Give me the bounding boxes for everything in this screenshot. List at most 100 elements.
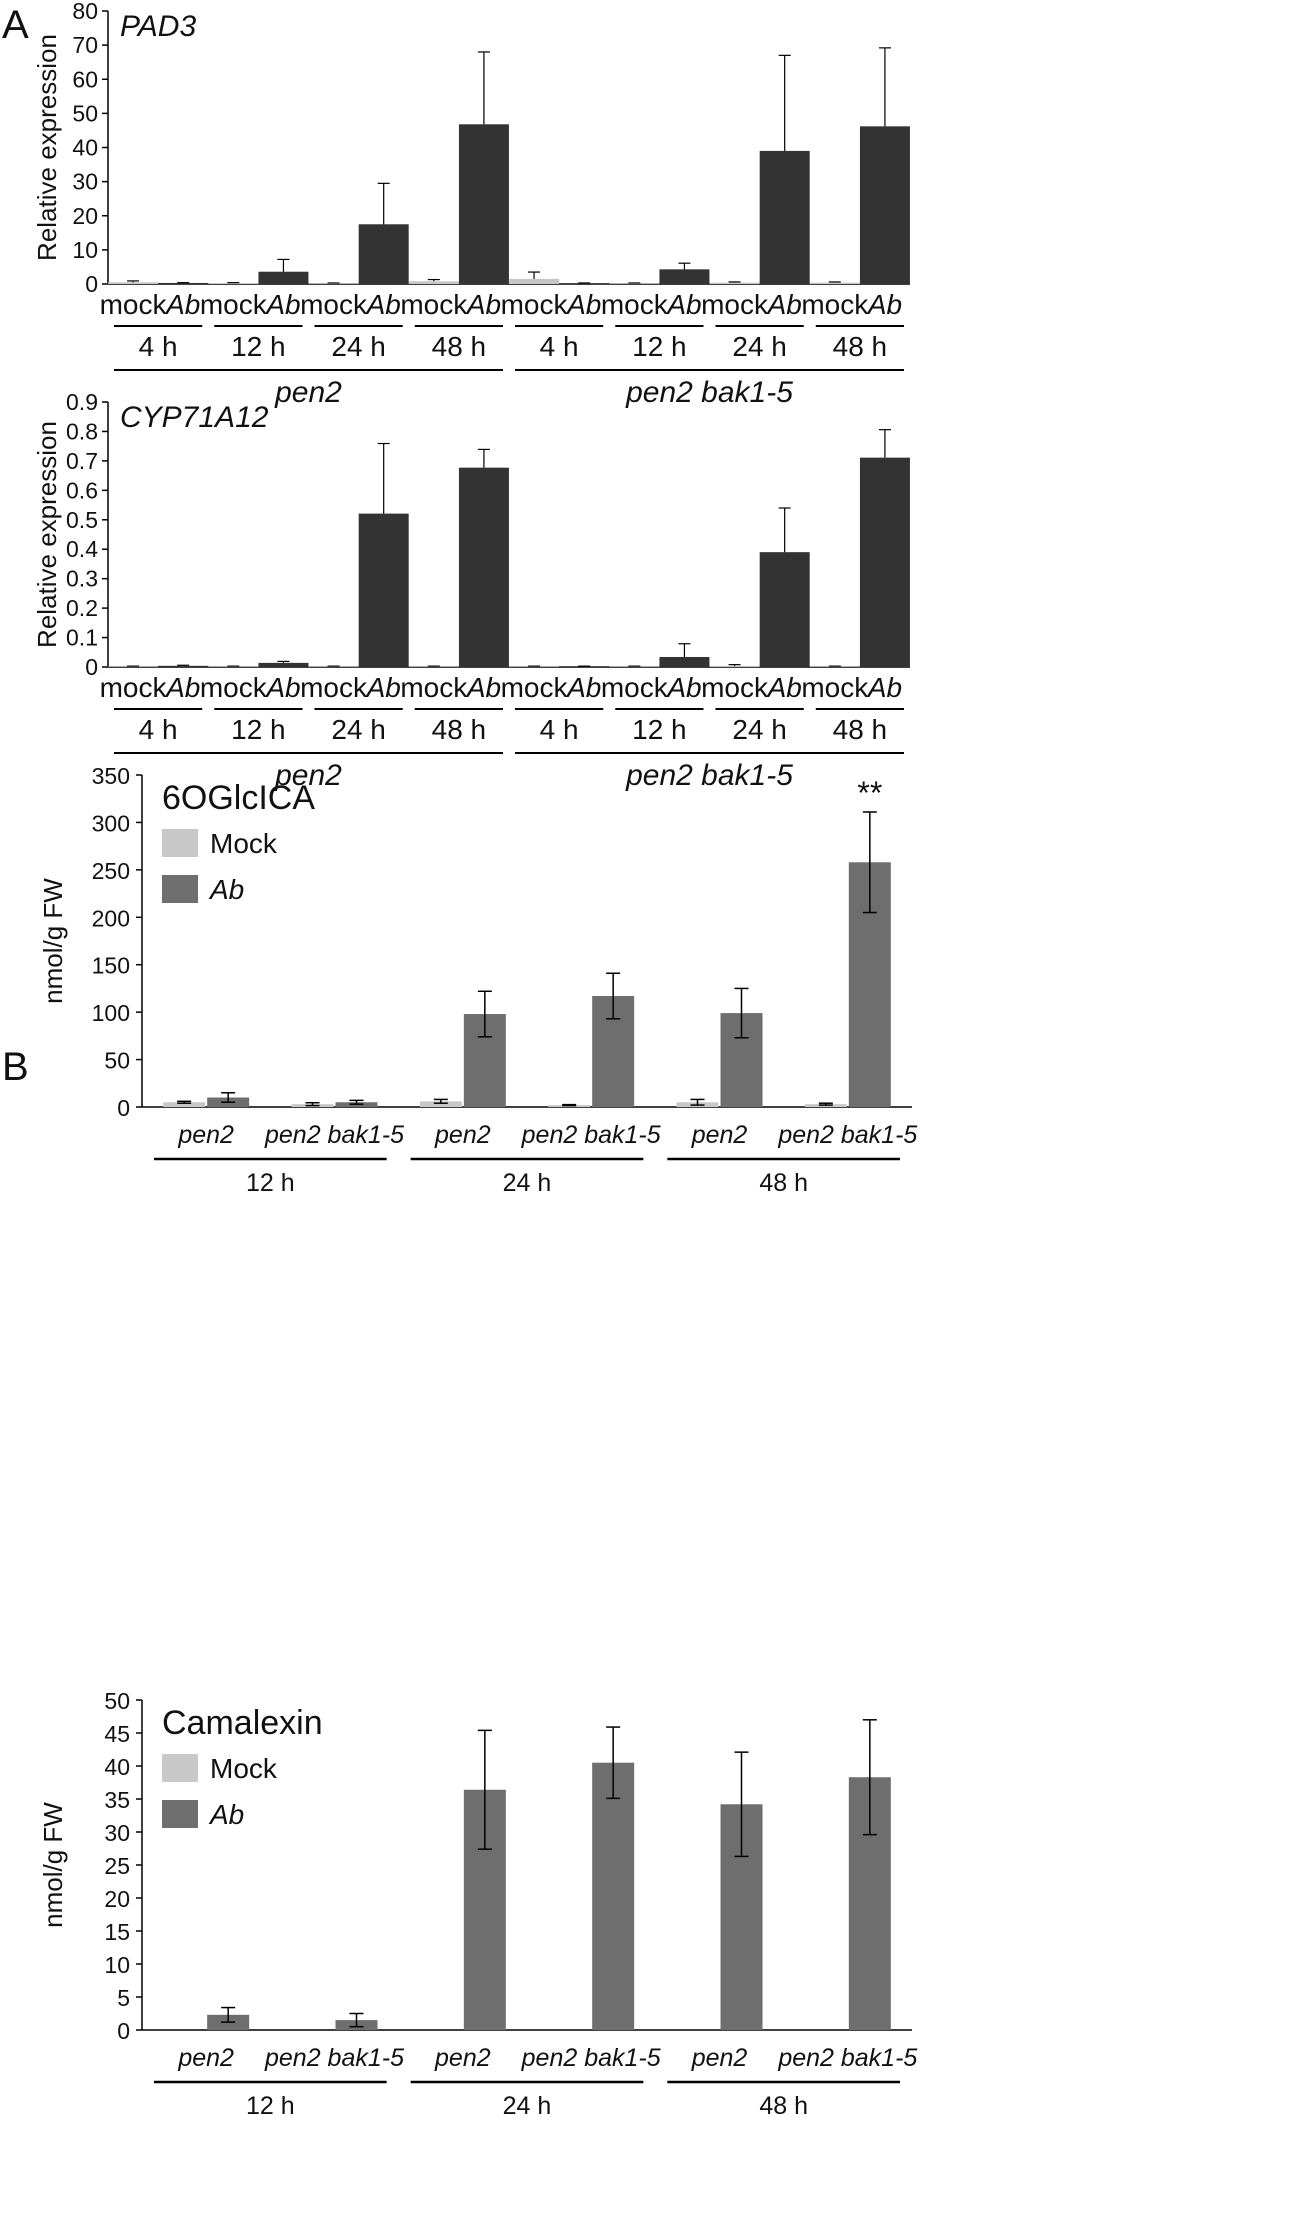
treatment-label: Ab xyxy=(665,289,701,320)
treatment-label: mock xyxy=(501,289,569,320)
bar-ab xyxy=(659,269,710,284)
y-tick-label: 0 xyxy=(85,654,98,680)
treatment-label: Ab xyxy=(164,289,200,320)
y-tick-label: 0 xyxy=(117,2018,130,2044)
significance-marker: ** xyxy=(857,775,882,811)
y-tick-label: 25 xyxy=(104,1853,130,1879)
time-label: 4 h xyxy=(139,714,178,745)
y-tick-label: 50 xyxy=(104,1688,130,1714)
treatment-label: mock xyxy=(701,672,769,703)
y-tick-label: 0.1 xyxy=(66,625,98,651)
treatment-label: Ab xyxy=(766,289,802,320)
panel-b-label: B xyxy=(2,1045,29,1089)
time-label: 48 h xyxy=(759,2092,808,2120)
bar-ab xyxy=(592,1762,635,2030)
bar-mock xyxy=(108,282,159,284)
legend-swatch-ab xyxy=(162,875,198,903)
chart-camalexin: 0 5 10 15 20 25 30 35 40 45 50 nmol/g FW Camalexin Mo… xyxy=(38,1688,917,2120)
treatment-label: Ab xyxy=(565,289,601,320)
time-label: 48 h xyxy=(833,331,888,362)
bar-mock xyxy=(308,283,359,284)
treatment-label: Ab xyxy=(264,672,300,703)
time-label: 24 h xyxy=(503,1169,552,1197)
y-tick-label: 200 xyxy=(92,905,130,931)
bar-ab xyxy=(358,513,409,667)
y-tick-label: 0.9 xyxy=(66,389,98,415)
bar-ab xyxy=(559,283,610,284)
y-tick-label: 0.3 xyxy=(66,566,98,592)
chart-pad3: 0 10 20 30 40 50 60 70 80 Relative expression PAD3… xyxy=(32,0,910,409)
time-label: 12 h xyxy=(246,1169,295,1197)
group-label: pen2 xyxy=(434,1121,491,1149)
treatment-label: mock xyxy=(100,672,168,703)
treatment-label: mock xyxy=(601,289,669,320)
group-label: pen2 xyxy=(691,1121,748,1149)
y-tick-label: 0.8 xyxy=(66,418,98,444)
bar-ab xyxy=(859,126,910,284)
chart-title: 6OGlcICA xyxy=(162,779,315,817)
treatment-label: Ab xyxy=(866,289,902,320)
treatment-label: mock xyxy=(400,672,468,703)
y-tick-label: 10 xyxy=(104,1952,130,1978)
legend-label-mock: Mock xyxy=(210,1753,278,1784)
time-label: 4 h xyxy=(540,714,579,745)
treatment-label: Ab xyxy=(565,672,601,703)
group-label: pen2 bak1-5 xyxy=(777,2044,917,2072)
time-label: 12 h xyxy=(231,331,286,362)
chart-title: CYP71A12 xyxy=(120,401,269,434)
y-tick-label: 350 xyxy=(92,763,130,789)
bar-ab xyxy=(258,271,309,284)
legend-swatch-mock xyxy=(162,1754,198,1782)
y-tick-label: 0.5 xyxy=(66,507,98,533)
bar-ab xyxy=(659,656,710,667)
bar-mock xyxy=(709,282,760,284)
time-label: 24 h xyxy=(331,714,386,745)
y-tick-label: 250 xyxy=(92,858,130,884)
y-tick-label: 0.6 xyxy=(66,477,98,503)
group-label: pen2 xyxy=(177,1121,234,1149)
y-axis-label: Relative expression xyxy=(32,421,62,648)
treatment-label: mock xyxy=(400,289,468,320)
bar-ab xyxy=(258,662,309,667)
treatment-label: mock xyxy=(300,672,368,703)
panel-a-label: A xyxy=(2,3,29,47)
treatment-label: mock xyxy=(100,289,168,320)
time-label: 24 h xyxy=(732,331,787,362)
bar-ab xyxy=(859,457,910,667)
y-tick-label: 30 xyxy=(72,169,98,195)
bar-ab xyxy=(759,150,810,284)
y-tick-label: 30 xyxy=(104,1820,130,1846)
treatment-label: mock xyxy=(701,289,769,320)
y-tick-label: 0.2 xyxy=(66,595,98,621)
treatment-label: mock xyxy=(601,672,669,703)
treatment-label: Ab xyxy=(264,289,300,320)
group-label: pen2 xyxy=(434,2044,491,2072)
legend-label-mock: Mock xyxy=(210,828,278,859)
genotype-label: pen2 xyxy=(274,376,342,409)
group-label: pen2 xyxy=(177,2044,234,2072)
y-axis-label: Relative expression xyxy=(32,34,62,261)
treatment-label: mock xyxy=(200,672,268,703)
time-label: 12 h xyxy=(231,714,286,745)
y-tick-label: 10 xyxy=(72,237,98,263)
time-label: 48 h xyxy=(432,331,487,362)
bar-ab xyxy=(358,224,409,284)
y-tick-label: 70 xyxy=(72,32,98,58)
y-tick-label: 20 xyxy=(72,203,98,229)
y-tick-label: 35 xyxy=(104,1787,130,1813)
time-label: 24 h xyxy=(732,714,787,745)
bar-mock xyxy=(809,282,860,284)
y-tick-label: 50 xyxy=(72,100,98,126)
legend-swatch-mock xyxy=(162,829,198,857)
genotype-label: pen2 xyxy=(274,759,342,792)
bar-mock xyxy=(709,666,760,667)
group-label: pen2 xyxy=(691,2044,748,2072)
bar-mock xyxy=(408,281,459,284)
bar-ab xyxy=(759,552,810,667)
chart-6oglcica: 0 50 100 150 200 250 300 350 nmol/g FW 6OGlcICA Mo… xyxy=(38,763,917,1197)
y-tick-label: 60 xyxy=(72,66,98,92)
y-tick-label: 20 xyxy=(104,1886,130,1912)
y-tick-label: 0 xyxy=(85,271,98,297)
treatment-label: mock xyxy=(801,289,869,320)
